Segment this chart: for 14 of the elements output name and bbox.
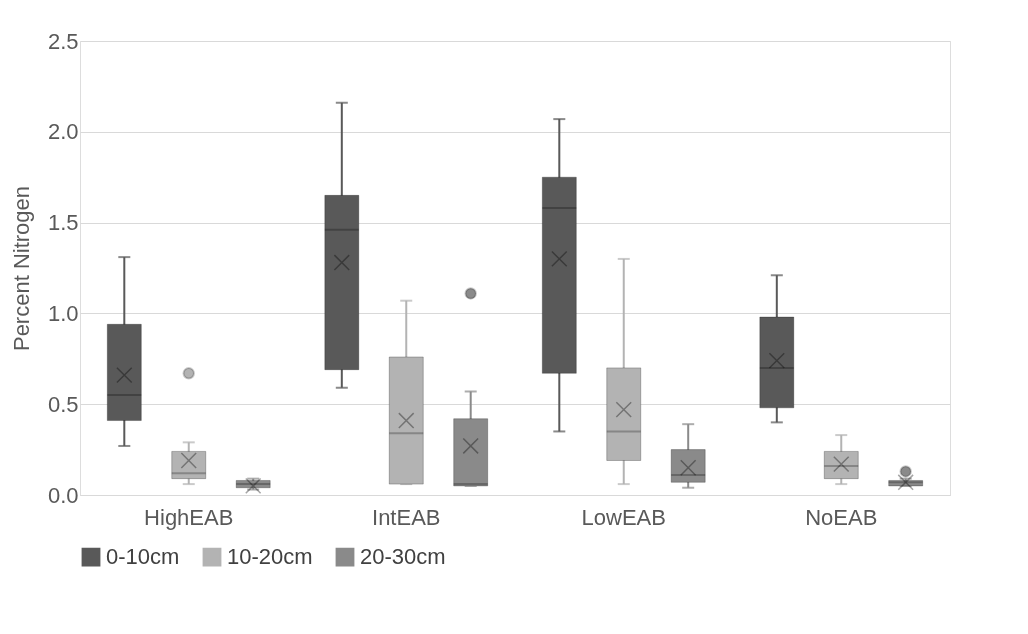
legend-label: 10-20cm	[227, 544, 313, 570]
y-axis-title: Percent Nitrogen	[8, 185, 34, 352]
x-tick-label: IntEAB	[372, 504, 441, 530]
y-tick-label: 0.5	[47, 391, 79, 417]
x-tick-label: NoEAB	[805, 504, 878, 530]
y-tick-label: 1.0	[47, 300, 79, 326]
legend-label: 20-30cm	[360, 544, 446, 570]
y-tick-label: 0.0	[47, 482, 79, 508]
x-tick-label: HighEAB	[144, 504, 234, 530]
y-tick-label: 2.5	[47, 28, 79, 54]
y-tick-label: 1.5	[47, 210, 79, 236]
x-tick-label: LowEAB	[581, 504, 666, 530]
legend-label: 0-10cm	[106, 544, 180, 570]
y-tick-label: 2.0	[47, 119, 79, 145]
